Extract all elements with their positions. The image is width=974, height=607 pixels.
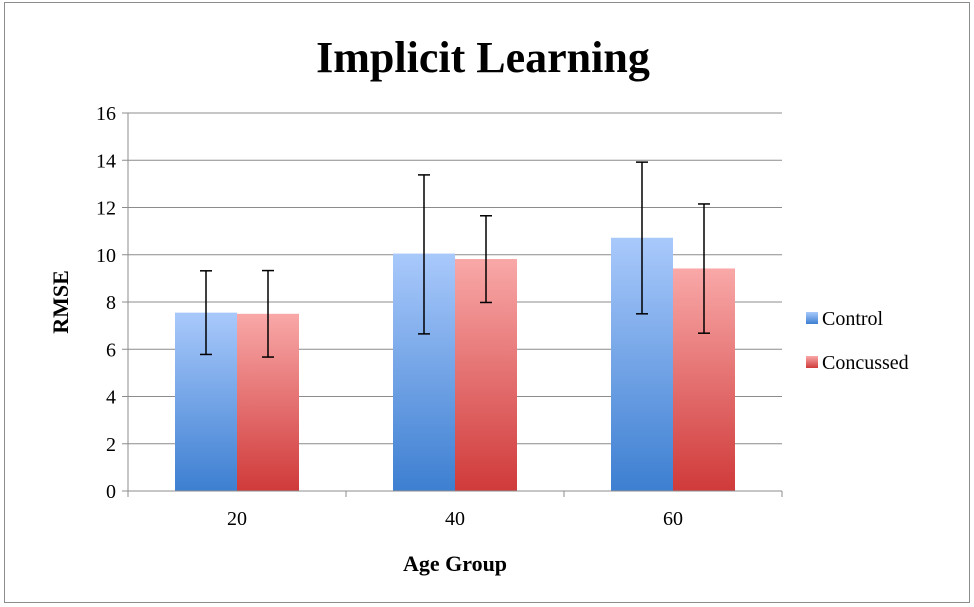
y-tick-label: 6 bbox=[106, 339, 116, 361]
error-bars bbox=[200, 161, 710, 358]
legend-label-control: Control bbox=[822, 308, 884, 330]
y-tick-label: 16 bbox=[96, 103, 116, 125]
axes bbox=[127, 113, 782, 492]
x-axis-label: Age Group bbox=[403, 551, 507, 576]
bars bbox=[175, 237, 735, 491]
y-tick-label: 4 bbox=[106, 387, 116, 409]
x-axis-ticks: 20 40 60 bbox=[127, 491, 783, 530]
y-tick-label: 14 bbox=[96, 150, 116, 172]
y-axis-label: RMSE bbox=[48, 270, 73, 334]
y-tick-label: 0 bbox=[106, 481, 116, 503]
legend: Control Concussed bbox=[806, 308, 909, 374]
y-tick-label: 10 bbox=[96, 245, 116, 267]
y-tick-label: 12 bbox=[96, 198, 116, 220]
legend-label-concussed: Concussed bbox=[822, 352, 909, 374]
chart-title: Implicit Learning bbox=[316, 33, 650, 82]
y-tick-label: 8 bbox=[106, 292, 116, 314]
y-tick-label: 2 bbox=[106, 434, 116, 456]
legend-swatch-concussed bbox=[806, 356, 818, 368]
x-tick-label: 20 bbox=[227, 508, 247, 530]
x-tick-label: 60 bbox=[663, 508, 683, 530]
legend-swatch-control bbox=[806, 312, 818, 324]
y-axis-ticks: 0 2 4 6 8 10 12 14 16 bbox=[96, 103, 128, 503]
x-tick-label: 40 bbox=[445, 508, 465, 530]
